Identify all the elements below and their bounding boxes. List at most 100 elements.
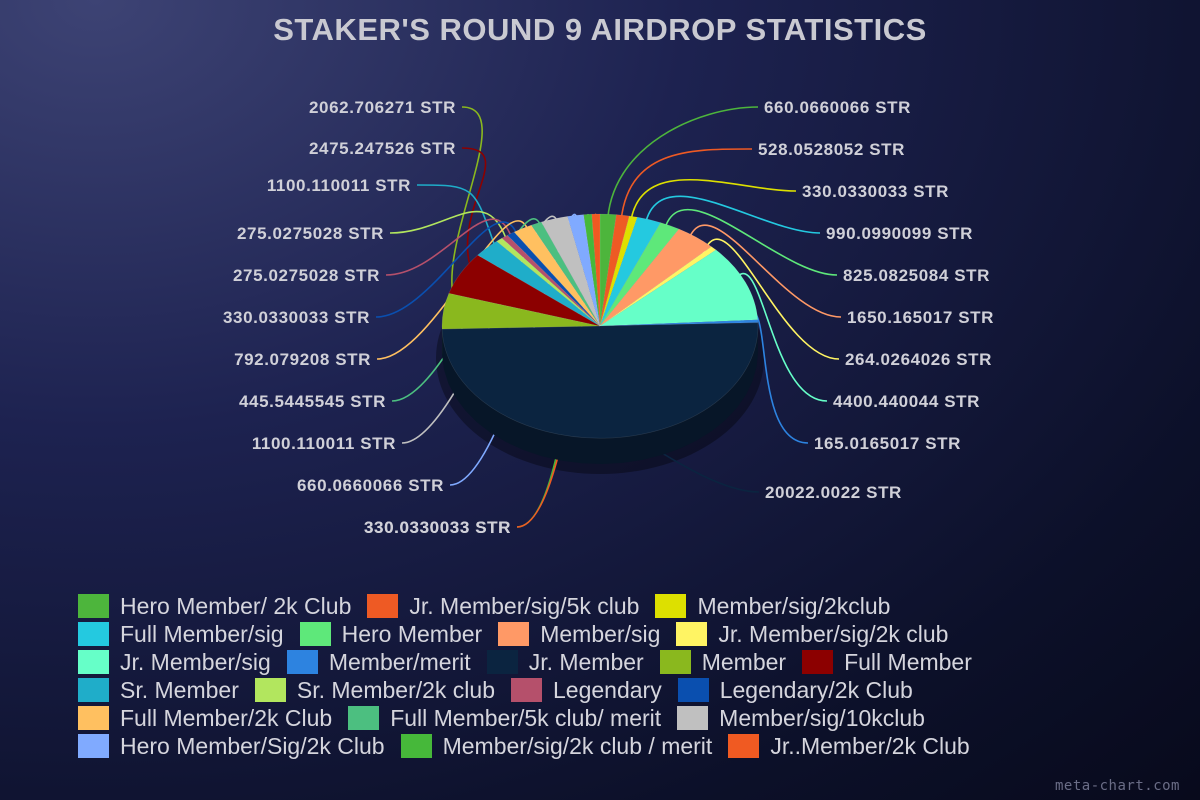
legend-swatch — [511, 678, 543, 702]
pie-slice-17[interactable] — [513, 224, 601, 327]
legend-swatch — [348, 706, 380, 730]
pie-slice-5[interactable] — [599, 222, 680, 327]
legend-item-14[interactable]: Sr. Member/2k club — [254, 677, 495, 704]
pie-slice-6[interactable] — [599, 228, 712, 327]
legend-item-22[interactable]: Jr..Member/2k Club — [728, 732, 970, 760]
pie-side — [442, 326, 758, 464]
slice-label-9: 165.0165017 STR — [814, 434, 961, 453]
legend-swatch — [78, 622, 109, 646]
pie-slice-20[interactable] — [567, 214, 601, 327]
legend-item-21[interactable]: Member/sig/2k club / merit — [400, 733, 712, 760]
leader-line-15 — [385, 218, 515, 276]
legend-label: Hero Member/Sig/2k Club — [120, 732, 385, 759]
legend-label: Jr..Member/2k Club — [770, 732, 970, 759]
pie-slice-15[interactable] — [501, 234, 601, 327]
legend-swatch — [78, 706, 109, 730]
legend-item-11[interactable]: Member — [659, 648, 787, 676]
legend-label: Full Member/5k club/ merit — [390, 704, 662, 731]
slice-label-18: 445.5445545 STR — [239, 392, 386, 411]
legend-item-19[interactable]: Member/sig/10kclub — [677, 705, 925, 732]
legend-label: Jr. Member/sig/5k club — [409, 592, 640, 619]
legend-label: Member/merit — [328, 648, 471, 675]
slice-label-15: 275.0275028 STR — [233, 266, 380, 285]
legend-label: Jr. Member/sig/2k club — [718, 620, 949, 647]
legend-item-9[interactable]: Member/merit — [286, 648, 471, 676]
slice-label-10: 20022.0022 STR — [765, 483, 902, 502]
legend-item-13[interactable]: Sr. Member — [78, 677, 239, 704]
legend-item-18[interactable]: Full Member/5k club/ merit — [348, 705, 661, 732]
pie-slice-11[interactable] — [441, 292, 601, 330]
legend-label: Legendary — [553, 676, 662, 703]
slice-label-13: 1100.110011 STR — [267, 176, 411, 195]
slice-label-7: 264.0264026 STR — [845, 350, 992, 369]
legend-label: Full Member/sig — [120, 620, 284, 647]
pie-slice-9[interactable] — [599, 319, 759, 327]
legend-swatch — [677, 706, 709, 730]
slice-label-19: 1100.110011 STR — [252, 434, 396, 453]
legend-label: Sr. Member — [120, 676, 239, 703]
pie-slice-16[interactable] — [506, 231, 601, 327]
pie-slice-19[interactable] — [540, 216, 601, 327]
legend-row: Full Member/sig Hero Member Member/sig Jr. … — [78, 620, 1168, 648]
legend-item-15[interactable]: Legendary — [511, 677, 662, 704]
slice-labels: 660.0660066 STR 528.0528052 STR 330.033003… — [223, 98, 994, 537]
leader-line-7 — [701, 238, 840, 360]
legend-swatch — [728, 734, 760, 758]
legend-item-17[interactable]: Full Member/2k Club — [78, 705, 332, 732]
pie-slice-13[interactable] — [477, 240, 601, 327]
legend-swatch — [286, 650, 318, 674]
legend-swatch — [254, 678, 286, 702]
legend-label: Hero Member — [341, 620, 483, 647]
slice-label-2: 528.0528052 STR — [758, 140, 905, 159]
legend-label: Jr. Member/sig — [120, 648, 271, 675]
legend-swatch — [802, 650, 834, 674]
legend-swatch — [676, 622, 708, 646]
pie-slice-14[interactable] — [496, 237, 601, 327]
legend-swatch — [78, 734, 109, 758]
slice-label-1: 660.0660066 STR — [764, 98, 911, 117]
legend-item-7[interactable]: Jr. Member/sig/2k club — [676, 621, 948, 648]
pie-slice-1[interactable] — [599, 213, 617, 327]
leader-line-16 — [375, 221, 521, 318]
slice-label-11: 2062.706271 STR — [309, 98, 456, 117]
pie-slice-4[interactable] — [599, 216, 662, 327]
slice-label-4: 990.0990099 STR — [826, 224, 973, 243]
watermark: meta-chart.com — [1054, 778, 1180, 794]
legend-item-6[interactable]: Member/sig — [498, 621, 660, 648]
slice-label-14: 275.0275028 STR — [237, 224, 384, 243]
legend-label: Jr. Member — [528, 648, 644, 675]
pie-slice-18[interactable] — [530, 221, 601, 327]
legend-item-10[interactable]: Jr. Member — [486, 648, 644, 676]
legend-item-4[interactable]: Full Member/sig — [78, 621, 284, 648]
legend-item-5[interactable]: Hero Member — [299, 620, 483, 648]
legend-label: Full Member — [844, 648, 972, 675]
legend-item-16[interactable]: Legendary/2k Club — [677, 676, 913, 704]
pie-slice-3[interactable] — [599, 215, 638, 327]
legend-label: Legendary/2k Club — [719, 676, 913, 703]
legend-item-3[interactable]: Member/sig/2kclub — [655, 593, 890, 620]
legend-label: Member/sig/2kclub — [697, 592, 891, 619]
slice-label-6: 1650.165017 STR — [847, 308, 994, 327]
pie-slice-7[interactable] — [599, 246, 717, 327]
legend-item-20[interactable]: Hero Member/Sig/2k Club — [78, 733, 385, 760]
legend-row: Hero Member/Sig/2k Club Member/sig/2k clu… — [78, 732, 1168, 760]
pie-slice-10[interactable] — [441, 322, 759, 439]
legend-swatch — [677, 678, 709, 702]
legend-item-8[interactable]: Jr. Member/sig — [78, 649, 271, 676]
legend: Hero Member/ 2k Club Jr. Member/sig/5k cl… — [78, 592, 1168, 760]
pie-slice-12[interactable] — [448, 254, 601, 327]
slice-label-3: 330.0330033 STR — [802, 182, 949, 201]
legend-label: Member — [701, 648, 787, 675]
chart-title: STAKER'S ROUND 9 AIRDROP STATISTICS — [273, 12, 927, 47]
legend-item-12[interactable]: Full Member — [802, 649, 972, 676]
legend-item-2[interactable]: Jr. Member/sig/5k club — [367, 593, 639, 620]
pie-slice-2[interactable] — [599, 214, 630, 327]
pie-slice-8[interactable] — [598, 249, 759, 327]
legend-item-1[interactable]: Hero Member/ 2k Club — [78, 593, 351, 620]
legend-row: Hero Member/ 2k Club Jr. Member/sig/5k cl… — [78, 592, 1168, 620]
pie-slice-21[interactable] — [583, 213, 601, 327]
pie-slice-22[interactable] — [591, 213, 601, 327]
legend-swatch — [655, 594, 687, 618]
